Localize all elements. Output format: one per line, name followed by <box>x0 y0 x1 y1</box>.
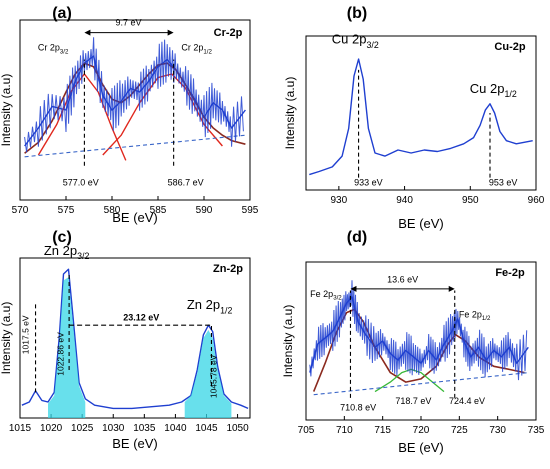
panel-fe-2p: 705 710 715 720 725 730 735 13.6 eV Fe 2p3/2 Fe 2… <box>281 229 545 455</box>
panel-letter: (a) <box>52 5 72 22</box>
x-axis-label: BE (eV) <box>112 210 158 225</box>
x-tick-label: 580 <box>104 205 121 216</box>
x-tick-label: 725 <box>451 425 468 436</box>
x-tick-label: 1035 <box>133 423 156 434</box>
peak-label: Cu 2p1/2 <box>470 81 517 99</box>
spectrum-noise-line <box>24 37 244 153</box>
y-axis-label: Intensity (a.u) <box>283 77 297 150</box>
x-tick-label: 590 <box>196 205 213 216</box>
x-tick-label: 930 <box>331 195 348 206</box>
x-axis-label: BE (eV) <box>112 436 158 451</box>
peak-label-subscript: 1/2 <box>504 89 516 99</box>
spectrum-line <box>21 268 249 410</box>
annotation-label: 933 eV <box>354 177 383 187</box>
element-label: Cu-2p <box>494 41 525 53</box>
y-axis-label: Intensity (a.u) <box>0 74 13 147</box>
panel-letter: (d) <box>347 229 367 246</box>
arrow-head <box>448 285 455 292</box>
x-tick-label: 705 <box>298 425 315 436</box>
annotation-label: 710.8 eV <box>340 403 376 413</box>
plot-frame <box>305 35 537 191</box>
x-tick-label: 575 <box>58 205 75 216</box>
annotation-label: 1045.78 eV <box>208 354 218 398</box>
x-tick-label: 1040 <box>164 423 187 434</box>
element-label: Zn-2p <box>213 263 243 275</box>
x-tick-label: 1015 <box>9 423 32 434</box>
peak-label-subscript: 3/2 <box>333 295 342 302</box>
panel-letter: (c) <box>52 229 72 246</box>
annotation-label: 1017.5 eV <box>21 315 31 354</box>
x-tick-label: 570 <box>12 205 29 216</box>
x-tick-label: 950 <box>462 195 479 206</box>
peak-label: Cr 2p3/2 <box>38 43 69 56</box>
x-tick-label: 585 <box>150 205 167 216</box>
x-tick-label: 1045 <box>195 423 218 434</box>
element-label: Fe-2p <box>495 267 525 279</box>
x-tick-label: 715 <box>374 425 391 436</box>
spectrum-line <box>309 58 533 176</box>
x-tick-label: 1025 <box>71 423 94 434</box>
annotation-label: 1022.86 eV <box>56 332 66 376</box>
annotation-label: 23.12 eV <box>123 312 159 322</box>
peak-label-subscript: 1/2 <box>203 48 212 55</box>
fit-peak-fill <box>184 330 232 418</box>
plot-frame <box>19 19 251 201</box>
annotation-label: 577.0 eV <box>63 178 99 188</box>
x-tick-label: 1030 <box>102 423 125 434</box>
peak-label: Fe 2p3/2 <box>310 289 342 302</box>
annotation-label: 9.7 eV <box>116 17 142 27</box>
x-tick-label: 735 <box>528 425 545 436</box>
fit-peak-fill <box>48 277 86 418</box>
fit-envelope-line <box>24 62 246 154</box>
x-tick-label: 730 <box>489 425 506 436</box>
spectrum-noise-line <box>309 280 528 381</box>
x-tick-label: 710 <box>336 425 353 436</box>
x-tick-label: 595 <box>242 205 259 216</box>
panel-letter: (b) <box>347 5 367 22</box>
panel-cu-2p: 930 940 950 960 933 eV 953 eV Cu 2p3/2 Cu 2p1/2… <box>283 5 545 231</box>
x-axis-label: BE (eV) <box>398 216 444 231</box>
baseline-line <box>313 372 529 396</box>
peak-label-subscript: 1/2 <box>220 305 232 315</box>
annotation-label: 718.7 eV <box>395 396 431 406</box>
plot-frame <box>19 257 251 419</box>
peak-label: Zn 2p1/2 <box>187 297 233 315</box>
annotation-label: 953 eV <box>489 177 518 187</box>
panel-cr-2p: 570 575 580 585 590 595 9.7 eV Cr 2p3/2 Cr 2p1/2… <box>0 5 259 225</box>
peak-label-subscript: 1/2 <box>482 315 491 322</box>
peak-label: Cu 2p3/2 <box>332 32 379 50</box>
baseline-line <box>24 134 246 158</box>
peak-label: Cr 2p1/2 <box>181 43 212 56</box>
arrow-head <box>167 29 174 36</box>
annotation-label: 13.6 eV <box>387 275 418 285</box>
panel-zn-2p: 1015 1020 1025 1030 1035 1040 1045 1050 23.12 eV… <box>0 229 251 451</box>
annotation-label: 724.4 eV <box>449 396 485 406</box>
x-tick-label: 960 <box>528 195 545 206</box>
x-tick-label: 940 <box>396 195 413 206</box>
peak-label-subscript: 3/2 <box>77 251 89 261</box>
element-label: Cr-2p <box>214 27 243 39</box>
y-axis-label: Intensity (a.u) <box>281 305 295 378</box>
peak-label: Fe 2p1/2 <box>459 309 491 322</box>
y-axis-label: Intensity (a.u) <box>0 302 13 375</box>
arrow-head <box>350 285 357 292</box>
x-tick-label: 1020 <box>40 423 63 434</box>
x-tick-label: 720 <box>413 425 430 436</box>
fit-peak-line <box>102 73 223 156</box>
peak-label-subscript: 3/2 <box>366 40 378 50</box>
arrow-head <box>84 29 91 36</box>
x-tick-label: 1050 <box>226 423 249 434</box>
peak-label-subscript: 3/2 <box>60 48 69 55</box>
annotation-label: 586.7 eV <box>168 178 204 188</box>
x-axis-label: BE (eV) <box>398 440 444 455</box>
